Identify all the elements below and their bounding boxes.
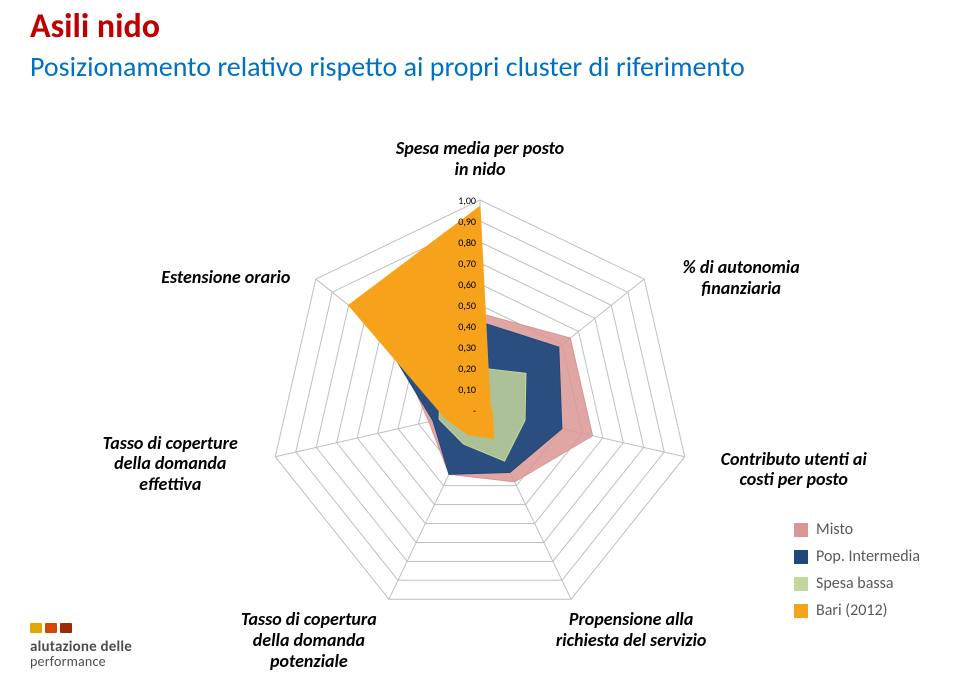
legend-swatch-bari <box>794 604 808 618</box>
logo-bar-1 <box>30 623 42 633</box>
radar-axis-label: Estensione orario <box>141 267 311 288</box>
radar-tick-label: - <box>450 404 476 417</box>
logo-line2: performance <box>30 655 190 670</box>
radar-tick-label: 0,40 <box>450 320 476 333</box>
legend-item-bari: Bari (2012) <box>794 601 920 620</box>
radar-tick-label: 0,30 <box>450 341 476 354</box>
legend-swatch-misto <box>794 523 808 537</box>
page-title: Asili nido <box>30 6 930 47</box>
radar-tick-label: 0,20 <box>450 362 476 375</box>
page-subtitle: Posizionamento relativo rispetto ai prop… <box>30 49 930 84</box>
radar-tick-label: 0,80 <box>450 236 476 249</box>
legend-item-pop-intermedia: Pop. Intermedia <box>794 547 920 566</box>
legend-label: Bari (2012) <box>816 601 887 620</box>
radar-tick-label: 1,00 <box>450 194 476 207</box>
logo: alutazione delle performance <box>30 623 190 670</box>
legend-item-spesa-bassa: Spesa bassa <box>794 574 920 593</box>
logo-text: alutazione delle performance <box>30 640 190 670</box>
legend-swatch-spesa-bassa <box>794 577 808 591</box>
legend-swatch-pop-intermedia <box>794 550 808 564</box>
radar-tick-label: 0,50 <box>450 299 476 312</box>
radar-tick-label: 0,70 <box>450 257 476 270</box>
radar-axis-label: % di autonomiafinanziaria <box>656 257 826 298</box>
radar-axis-label: Tasso di coperturedella domandaeffettiva <box>75 433 265 495</box>
legend-label: Misto <box>816 520 853 539</box>
logo-bar-2 <box>45 623 57 633</box>
radar-tick-label: 0,60 <box>450 278 476 291</box>
radar-axis-label: Spesa media per postoin nido <box>390 138 570 179</box>
legend: Misto Pop. Intermedia Spesa bassa Bari (… <box>794 520 920 628</box>
legend-label: Pop. Intermedia <box>816 547 920 566</box>
radar-axis-label: Propensione allarichiesta del servizio <box>531 609 731 650</box>
header: Asili nido Posizionamento relativo rispe… <box>30 6 930 84</box>
radar-axis-label: Contributo utenti aicosti per posto <box>699 449 889 490</box>
radar-axis-label: Tasso di coperturadella domandapotenzial… <box>214 609 404 671</box>
legend-label: Spesa bassa <box>816 574 894 593</box>
radar-tick-label: 0,90 <box>450 215 476 228</box>
radar-tick-label: 0,10 <box>450 383 476 396</box>
legend-item-misto: Misto <box>794 520 920 539</box>
logo-bar-3 <box>60 623 72 633</box>
